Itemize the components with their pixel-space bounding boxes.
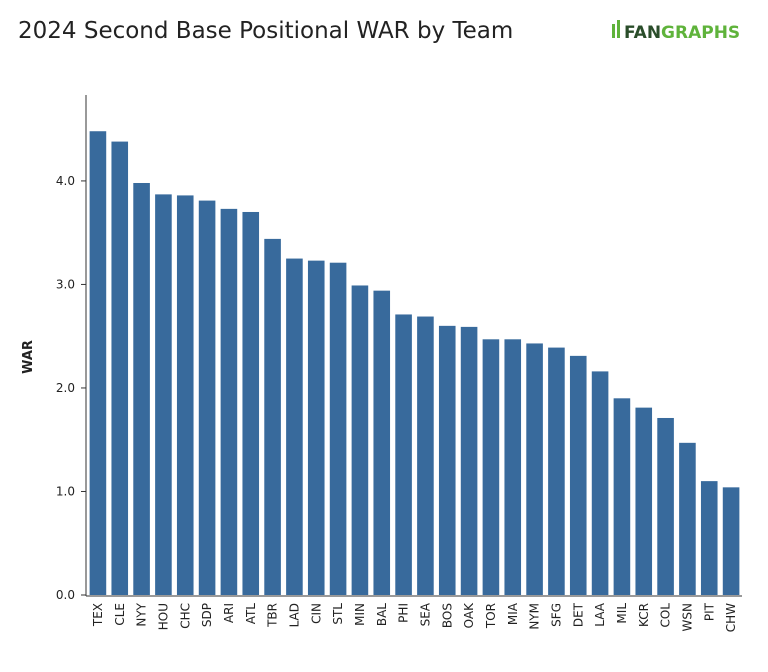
bar (526, 343, 543, 595)
logo-mark (612, 24, 615, 38)
x-tick-label: LAA (593, 602, 607, 627)
x-tick-label: STL (331, 603, 345, 625)
x-tick-label: WSN (680, 603, 694, 631)
bar (569, 355, 587, 595)
x-tick-label: ARI (222, 603, 236, 623)
bar (635, 407, 653, 595)
bar (242, 211, 260, 595)
x-tick-label: CLE (113, 603, 127, 626)
bar (286, 258, 303, 595)
bar (613, 398, 631, 595)
x-tick-label: SEA (418, 602, 432, 626)
bar (657, 417, 674, 595)
bar (111, 141, 129, 595)
bar (351, 285, 369, 595)
bar (482, 339, 500, 595)
chart-title: 2024 Second Base Positional WAR by Team (18, 18, 513, 44)
bar (679, 442, 696, 595)
logo-mark (617, 20, 620, 38)
bar (417, 316, 434, 595)
y-tick-label: 1.0 (56, 484, 75, 498)
x-tick-label: DET (571, 602, 585, 627)
bar (307, 260, 325, 595)
y-tick-label: 4.0 (56, 174, 75, 188)
bar (438, 325, 456, 595)
y-tick-label: 0.0 (56, 588, 75, 602)
x-tick-label: MIN (353, 603, 367, 626)
bar (133, 182, 150, 596)
x-tick-label: COL (659, 603, 673, 628)
bar (373, 290, 391, 595)
x-tick-label: MIA (506, 602, 520, 625)
x-tick-label: BAL (375, 603, 389, 626)
bar (155, 194, 172, 595)
x-tick-label: CHW (724, 603, 738, 632)
bar (220, 208, 238, 595)
bar (176, 195, 194, 596)
x-tick-label: TOR (484, 603, 498, 629)
y-axis-label: WAR (21, 340, 36, 374)
bar (722, 487, 740, 595)
x-tick-label: BOS (440, 603, 454, 628)
logo: FANGRAPHS (612, 20, 740, 43)
x-tick-label: SFG (549, 603, 563, 627)
x-tick-label: CHC (178, 603, 192, 629)
x-tick-label: TBR (266, 603, 280, 628)
bar (460, 326, 478, 595)
bar (395, 314, 412, 595)
x-tick-label: ATL (244, 603, 258, 625)
y-tick-label: 3.0 (56, 277, 75, 291)
bar (591, 371, 609, 595)
x-tick-label: LAD (287, 603, 301, 627)
x-tick-label: HOU (156, 603, 170, 630)
x-tick-label: NYM (528, 603, 542, 630)
x-tick-label: PIT (702, 602, 716, 621)
x-tick-label: PHI (397, 603, 411, 623)
x-tick-label: OAK (462, 602, 476, 628)
bar (264, 238, 281, 595)
bar (89, 131, 107, 596)
logo-text: FANGRAPHS (624, 23, 740, 43)
x-tick-label: NYY (135, 602, 149, 626)
x-tick-label: CIN (309, 603, 323, 624)
bar (548, 347, 565, 595)
x-tick-label: KCR (637, 603, 651, 627)
logo-part: FAN (624, 23, 661, 43)
x-tick-label: SDP (200, 603, 214, 627)
bar (700, 481, 718, 595)
bar (329, 262, 347, 595)
x-tick-label: TEX (91, 603, 105, 627)
y-tick-label: 2.0 (56, 381, 75, 395)
bar (504, 339, 522, 595)
bar (198, 200, 216, 595)
x-tick-label: MIL (615, 603, 629, 624)
logo-part: GRAPHS (661, 23, 740, 43)
